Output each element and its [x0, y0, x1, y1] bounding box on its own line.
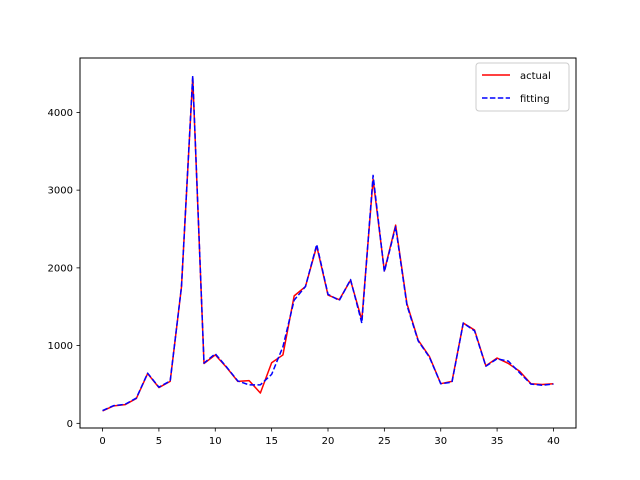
plot-frame [79, 57, 577, 429]
legend: actual fitting [475, 62, 570, 112]
legend-label-actual: actual [520, 71, 551, 82]
legend-label-fitting: fitting [520, 94, 550, 105]
x-tick-label: 15 [265, 436, 278, 447]
ticks-layer: 0 5 10 15 20 25 30 35 40 0 1000 2000 3000 4000 [48, 108, 560, 447]
y-tick-label: 4000 [48, 108, 73, 119]
series-layer [102, 75, 554, 412]
y-tick-label: 0 [67, 419, 73, 430]
x-tick-label: 5 [156, 436, 162, 447]
x-tick-label: 35 [491, 436, 504, 447]
x-tick-label: 20 [322, 436, 335, 447]
x-tick-label: 25 [378, 436, 391, 447]
x-tick-label: 30 [434, 436, 447, 447]
x-tick-label: 40 [547, 436, 560, 447]
x-tick-label: 0 [99, 436, 105, 447]
y-tick-label: 3000 [48, 186, 73, 197]
x-tick-label: 10 [209, 436, 222, 447]
y-tick-label: 1000 [48, 341, 73, 352]
series-line-fitting [102, 75, 554, 412]
y-tick-label: 2000 [48, 263, 73, 274]
